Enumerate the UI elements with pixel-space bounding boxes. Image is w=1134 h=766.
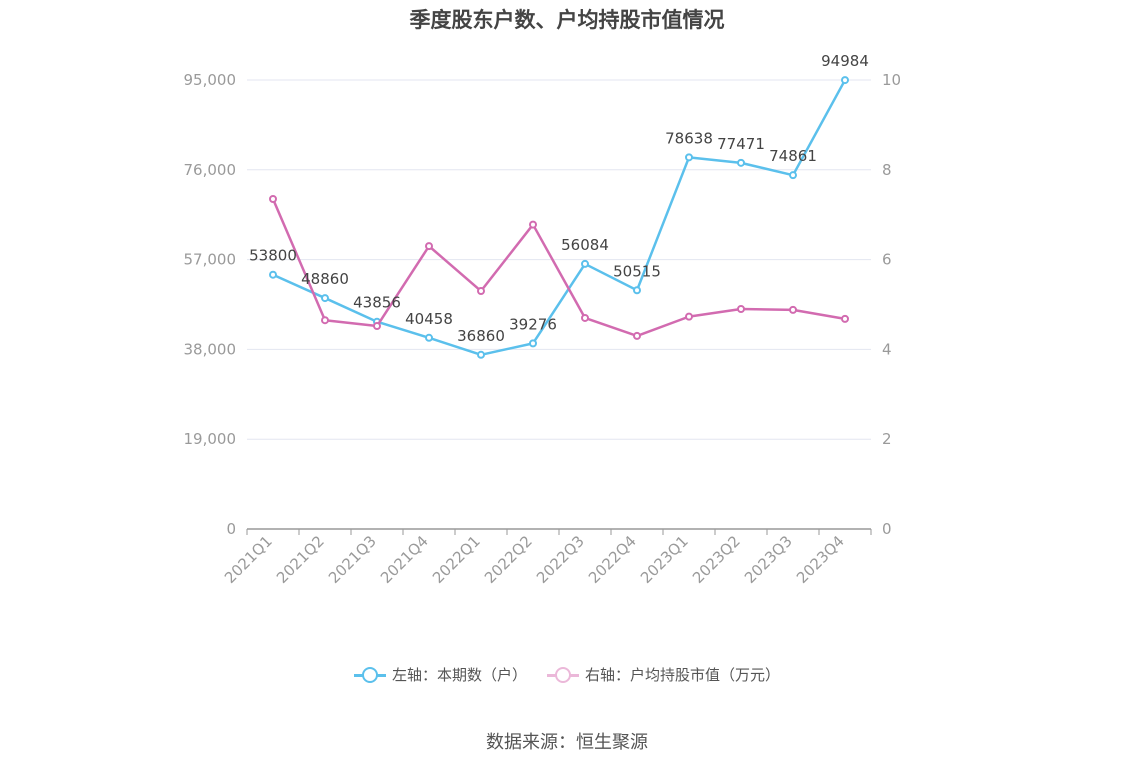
legend-left-series-label: 左轴：本期数（户） (391, 666, 527, 684)
data-point-right (425, 242, 433, 251)
y-right-tick-label: 8 (882, 161, 892, 179)
data-point-left (685, 153, 693, 162)
y-right-tick-label: 6 (882, 251, 892, 269)
data-point-left (737, 158, 745, 167)
data-label: 78638 (665, 129, 713, 147)
data-point-left (425, 333, 433, 342)
data-label: 39276 (509, 315, 557, 333)
x-category-label: 2022Q2 (481, 532, 536, 587)
y-right-tick-label: 2 (882, 430, 892, 448)
data-point-left (633, 286, 641, 295)
data-label: 77471 (717, 135, 765, 153)
data-label: 43856 (353, 294, 401, 312)
data-label: 48860 (301, 270, 349, 288)
series-line-left (272, 79, 847, 357)
data-point-left (789, 171, 797, 180)
chart-title: 季度股东户数、户均持股市值情况 (409, 8, 725, 32)
series-line-right (271, 198, 846, 338)
data-point-right (373, 322, 381, 331)
data-point-left (529, 339, 537, 348)
x-category-label: 2021Q1 (221, 532, 276, 587)
y-left-tick-label: 76,000 (184, 161, 237, 179)
data-point-right (737, 304, 745, 313)
y-right-tick-label: 4 (882, 340, 892, 358)
data-source-note: 数据来源：恒生聚源 (486, 732, 648, 753)
legend-right-series-icon (547, 666, 579, 683)
data-point-left (321, 294, 329, 303)
data-point-right (685, 312, 693, 321)
y-left-tick-label: 19,000 (184, 430, 237, 448)
x-category-label: 2021Q2 (273, 532, 328, 587)
series-lines (269, 76, 849, 359)
data-point-right (321, 316, 329, 325)
data-point-right (529, 220, 537, 229)
data-label: 50515 (613, 262, 661, 280)
data-point-right (633, 331, 641, 340)
data-point-right (581, 313, 589, 322)
legend-item-right-series[interactable]: 右轴：户均持股市值（万元） (547, 664, 780, 685)
data-point-right (789, 305, 797, 314)
data-point-left (477, 350, 485, 359)
x-category-label: 2023Q1 (637, 532, 692, 587)
data-point-right (269, 194, 277, 203)
data-label: 36860 (457, 327, 505, 345)
x-category-label: 2023Q2 (689, 532, 744, 587)
legend-right-series-label: 右轴：户均持股市值（万元） (585, 666, 781, 684)
data-point-left (841, 76, 849, 85)
data-point-right (477, 287, 485, 296)
y-left-tick-label: 57,000 (184, 251, 237, 269)
x-category-label: 2021Q3 (325, 532, 380, 587)
x-category-label: 2021Q4 (377, 532, 432, 587)
data-label: 94984 (821, 52, 869, 70)
y-right-tick-label: 0 (882, 520, 892, 538)
y-right-tick-label: 10 (882, 71, 901, 89)
x-category-label: 2022Q3 (533, 532, 588, 587)
legend: 左轴：本期数（户） 右轴：户均持股市值（万元） (0, 664, 1134, 685)
y-left-tick-label: 95,000 (184, 71, 237, 89)
legend-item-left-series[interactable]: 左轴：本期数（户） (353, 664, 527, 685)
y-left-tick-label: 38,000 (184, 340, 237, 358)
data-point-right (841, 314, 849, 323)
x-category-label: 2023Q4 (793, 532, 848, 587)
legend-left-series-icon (353, 666, 386, 683)
x-category-label: 2022Q4 (585, 532, 640, 587)
data-label: 56084 (561, 236, 609, 254)
data-label: 53800 (249, 247, 297, 265)
x-category-label: 2023Q3 (741, 532, 796, 587)
gridlines (247, 79, 871, 440)
data-point-left (269, 270, 277, 279)
y-left-tick-label: 0 (226, 520, 236, 538)
x-category-label: 2022Q1 (429, 532, 484, 587)
data-point-left (581, 259, 589, 268)
data-label: 40458 (405, 310, 453, 328)
data-label: 74861 (769, 147, 817, 165)
